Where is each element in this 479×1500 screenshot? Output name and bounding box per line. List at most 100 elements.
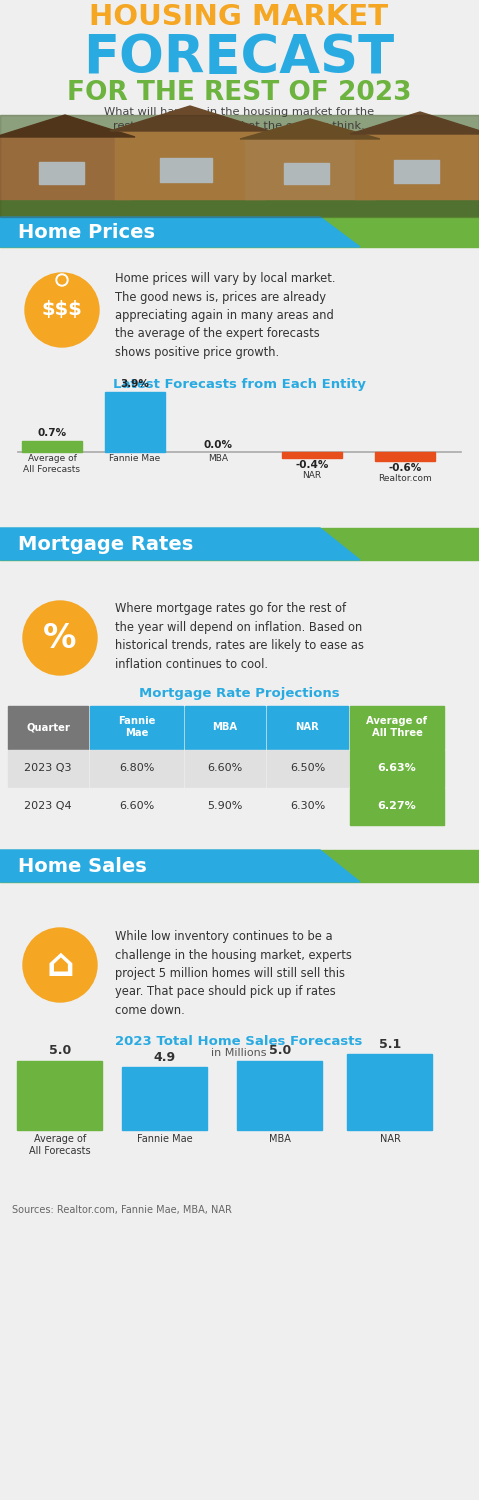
Bar xyxy=(39,162,84,183)
Polygon shape xyxy=(110,106,270,130)
Bar xyxy=(0,217,479,248)
Bar xyxy=(347,1054,433,1130)
Circle shape xyxy=(58,276,66,284)
Text: Realtor.com: Realtor.com xyxy=(378,474,432,483)
Text: Home Sales: Home Sales xyxy=(18,856,147,876)
Circle shape xyxy=(25,273,99,346)
Polygon shape xyxy=(0,850,360,882)
Bar xyxy=(185,706,265,748)
Text: 0.7%: 0.7% xyxy=(37,427,67,438)
Text: Sources: Realtor.com, Fannie Mae, MBA, NAR: Sources: Realtor.com, Fannie Mae, MBA, N… xyxy=(12,1204,232,1215)
Bar xyxy=(123,1066,207,1130)
Text: in Millions: in Millions xyxy=(211,1048,267,1058)
Text: Fannie Mae: Fannie Mae xyxy=(109,454,160,464)
Polygon shape xyxy=(0,116,135,136)
Text: 6.50%: 6.50% xyxy=(290,764,325,772)
Text: Home prices will vary by local market.
The good news is, prices are already
appr: Home prices will vary by local market. T… xyxy=(115,272,335,358)
Text: MBA: MBA xyxy=(269,1134,291,1144)
Text: 6.30%: 6.30% xyxy=(290,801,325,812)
Text: 2023 Total Home Sales Forecasts: 2023 Total Home Sales Forecasts xyxy=(115,1035,363,1048)
Text: 6.63%: 6.63% xyxy=(377,764,416,772)
Circle shape xyxy=(23,928,97,1002)
Bar xyxy=(90,788,183,825)
Text: Where mortgage rates go for the rest of
the year will depend on inflation. Based: Where mortgage rates go for the rest of … xyxy=(115,602,364,670)
Text: 4.9: 4.9 xyxy=(154,1052,176,1064)
Bar xyxy=(8,750,88,788)
Bar xyxy=(0,0,479,110)
Polygon shape xyxy=(0,217,360,248)
Text: 5.0: 5.0 xyxy=(269,1044,291,1058)
Bar xyxy=(375,452,435,460)
Bar xyxy=(115,130,265,200)
Text: MBA: MBA xyxy=(213,722,238,732)
Bar xyxy=(160,158,213,182)
Bar xyxy=(185,788,265,825)
Text: ⌂: ⌂ xyxy=(46,946,74,984)
Bar xyxy=(105,392,165,452)
Bar xyxy=(238,1060,322,1130)
Text: Mortgage Rate Projections: Mortgage Rate Projections xyxy=(139,687,339,700)
Text: $$$: $$$ xyxy=(42,300,82,320)
Text: 2023 Q4: 2023 Q4 xyxy=(24,801,72,812)
Text: FORECAST: FORECAST xyxy=(83,32,395,84)
Text: %: % xyxy=(43,621,77,654)
Text: HOUSING MARKET: HOUSING MARKET xyxy=(90,3,388,32)
Bar xyxy=(90,706,183,748)
Bar xyxy=(0,116,479,218)
Bar xyxy=(0,850,479,882)
Text: Average of
All Forecasts: Average of All Forecasts xyxy=(23,454,80,474)
Polygon shape xyxy=(0,528,360,560)
Bar xyxy=(267,788,348,825)
Text: While low inventory continues to be a
challenge in the housing market, experts
p: While low inventory continues to be a ch… xyxy=(115,930,352,1017)
Polygon shape xyxy=(350,112,479,134)
Text: 2023 Q3: 2023 Q3 xyxy=(24,764,72,772)
Text: NAR: NAR xyxy=(302,471,321,480)
Bar xyxy=(8,788,88,825)
Bar xyxy=(284,164,330,184)
Bar xyxy=(394,160,440,183)
Bar xyxy=(267,706,348,748)
Text: Quarter: Quarter xyxy=(26,722,70,732)
Bar xyxy=(350,788,444,825)
Polygon shape xyxy=(240,118,380,140)
Bar xyxy=(0,116,479,218)
Text: FOR THE REST OF 2023: FOR THE REST OF 2023 xyxy=(67,80,411,106)
Bar xyxy=(245,140,375,200)
Bar xyxy=(355,134,479,200)
Circle shape xyxy=(23,602,97,675)
Text: 3.9%: 3.9% xyxy=(121,380,149,388)
Text: Average of
All Three: Average of All Three xyxy=(366,716,428,738)
Text: 6.60%: 6.60% xyxy=(207,764,243,772)
Bar xyxy=(0,528,479,560)
Circle shape xyxy=(56,274,68,286)
Bar xyxy=(282,452,342,458)
Text: Fannie
Mae: Fannie Mae xyxy=(118,716,155,738)
Text: What will happen in the housing market for the
rest of 2023? Here’s what the exp: What will happen in the housing market f… xyxy=(104,106,374,132)
Text: 0.0%: 0.0% xyxy=(204,440,232,450)
Bar xyxy=(8,706,88,748)
Text: 6.60%: 6.60% xyxy=(119,801,154,812)
Text: Home Prices: Home Prices xyxy=(18,222,155,242)
Text: 5.0: 5.0 xyxy=(49,1044,71,1058)
Bar xyxy=(0,200,479,217)
Text: Latest Forecasts from Each Entity: Latest Forecasts from Each Entity xyxy=(113,378,365,392)
Text: 6.27%: 6.27% xyxy=(377,801,416,812)
Text: Fannie Mae: Fannie Mae xyxy=(137,1134,193,1144)
Bar xyxy=(18,1060,103,1130)
Bar xyxy=(22,441,82,452)
Text: NAR: NAR xyxy=(296,722,319,732)
Text: Mortgage Rates: Mortgage Rates xyxy=(18,534,193,554)
Text: -0.4%: -0.4% xyxy=(296,460,329,470)
Bar xyxy=(185,750,265,788)
Text: -0.6%: -0.6% xyxy=(388,464,422,472)
Bar xyxy=(90,750,183,788)
Bar xyxy=(0,136,130,200)
Text: 6.80%: 6.80% xyxy=(119,764,154,772)
Bar xyxy=(350,706,444,748)
Bar xyxy=(267,750,348,788)
Text: 5.90%: 5.90% xyxy=(207,801,243,812)
Bar xyxy=(350,750,444,788)
Text: NAR: NAR xyxy=(379,1134,400,1144)
Text: Average of
All Forecasts: Average of All Forecasts xyxy=(29,1134,91,1156)
Text: 5.1: 5.1 xyxy=(379,1038,401,1052)
